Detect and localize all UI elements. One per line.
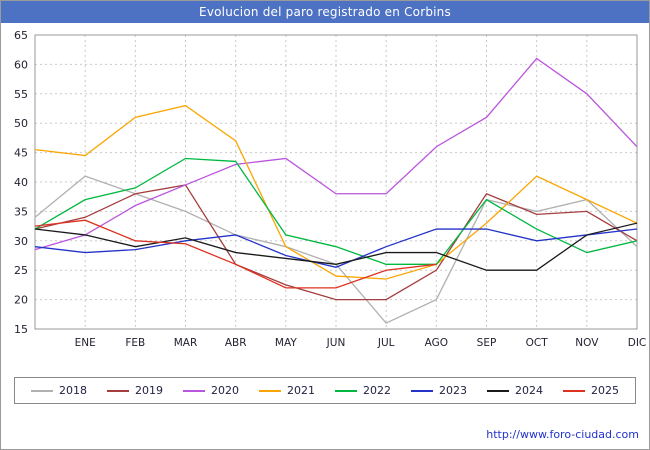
- series-line-2024: [34, 222, 638, 271]
- legend-item-2023: 2023: [411, 384, 467, 397]
- legend-item-2024: 2024: [487, 384, 543, 397]
- legend-label-2023: 2023: [439, 384, 467, 397]
- x-tick-label: OCT: [526, 337, 549, 349]
- x-tick-label: ABR: [225, 337, 247, 349]
- legend-label-2025: 2025: [591, 384, 619, 397]
- title-bar: Evolucion del paro registrado en Corbins: [1, 1, 649, 23]
- series-line-2023: [34, 228, 638, 268]
- legend-swatch-2025: [563, 389, 585, 392]
- legend-swatch-2021: [259, 389, 281, 392]
- legend-item-2021: 2021: [259, 384, 315, 397]
- x-tick-label: MAR: [174, 337, 198, 349]
- legend-item-2019: 2019: [107, 384, 163, 397]
- legend-label-2019: 2019: [135, 384, 163, 397]
- legend-swatch-2022: [335, 389, 357, 392]
- legend-item-2022: 2022: [335, 384, 391, 397]
- footer: http://www.foro-ciudad.com: [486, 428, 639, 441]
- x-tick-label: AGO: [425, 337, 448, 349]
- x-tick-label: FEB: [125, 337, 145, 349]
- y-tick-label: 55: [14, 88, 28, 101]
- legend-swatch-2023: [411, 389, 433, 392]
- legend-label-2022: 2022: [363, 384, 391, 397]
- legend-swatch-2020: [183, 389, 205, 392]
- series-line-2025: [34, 219, 437, 289]
- series-line-2022: [34, 157, 638, 265]
- page-title: Evolucion del paro registrado en Corbins: [199, 5, 451, 19]
- series-line-2021: [34, 104, 638, 280]
- y-tick-label: 65: [14, 29, 28, 42]
- x-tick-label: NOV: [575, 337, 599, 349]
- legend-item-2020: 2020: [183, 384, 239, 397]
- y-tick-label: 60: [14, 58, 28, 71]
- legend-item-2018: 2018: [31, 384, 87, 397]
- legend-label-2018: 2018: [59, 384, 87, 397]
- x-tick-label: JUN: [326, 337, 346, 349]
- y-tick-label: 35: [14, 205, 28, 218]
- legend: 2018 2019 2020 2021 2022 2023 2024 2025: [14, 377, 636, 404]
- y-tick-label: 20: [14, 294, 28, 307]
- series-line-2019: [34, 184, 638, 301]
- legend-label-2020: 2020: [211, 384, 239, 397]
- y-tick-label: 25: [14, 264, 28, 277]
- plot-area: 15 20 25 30 35 40 45 50 55 60 65 ENE FEB MAR ABR MAY JUN…: [1, 23, 649, 363]
- y-tick-label: 50: [14, 117, 28, 130]
- y-tick-label: 40: [14, 176, 28, 189]
- legend-swatch-2018: [31, 389, 53, 392]
- legend-item-2025: 2025: [563, 384, 619, 397]
- x-tick-label: ENE: [75, 337, 96, 349]
- x-tick-label: JUL: [377, 337, 395, 349]
- legend-label-2024: 2024: [515, 384, 543, 397]
- x-tick-label: SEP: [477, 337, 497, 349]
- legend-swatch-2019: [107, 389, 129, 392]
- y-tick-label: 30: [14, 235, 28, 248]
- series-line-2020: [34, 57, 638, 251]
- y-tick-label: 45: [14, 147, 28, 160]
- y-tick-label: 15: [14, 323, 28, 336]
- legend-swatch-2024: [487, 389, 509, 392]
- footer-link[interactable]: http://www.foro-ciudad.com: [486, 428, 639, 441]
- x-tick-label: DIC: [628, 337, 647, 349]
- line-chart: 15 20 25 30 35 40 45 50 55 60 65 ENE FEB MAR ABR MAY JUN…: [14, 29, 647, 349]
- x-tick-label: MAY: [275, 337, 297, 349]
- legend-label-2021: 2021: [287, 384, 315, 397]
